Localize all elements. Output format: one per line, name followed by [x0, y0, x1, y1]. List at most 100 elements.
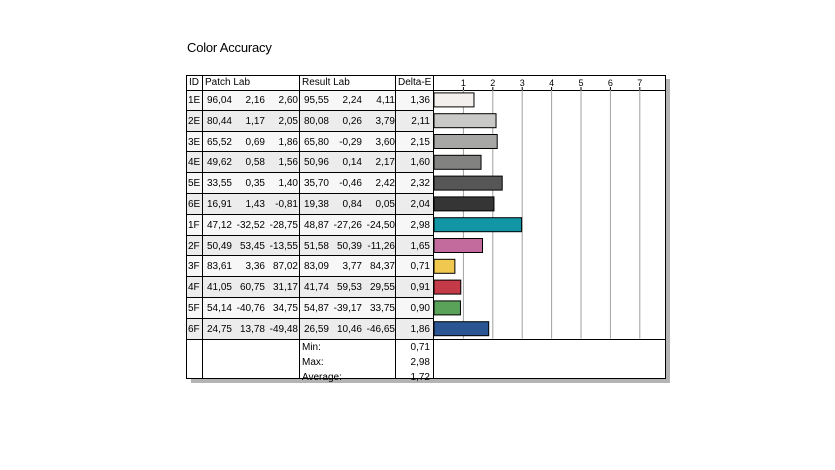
result-lab-value: -46,65: [366, 323, 395, 335]
result-lab-value: 84,37: [369, 261, 395, 273]
result-lab-value: 48,87: [303, 219, 329, 231]
delta-e-value: 2,11: [411, 115, 430, 127]
result-lab-value: -11,26: [367, 240, 395, 252]
delta-e-value: 1,36: [410, 95, 430, 106]
result-lab-value: 26,59: [303, 323, 329, 335]
summary-value: 1,72: [410, 371, 430, 383]
patch-lab-value: 54,14: [206, 303, 232, 314]
result-lab-value: 54,87: [303, 303, 329, 314]
result-lab-value: 2,17: [375, 157, 395, 169]
patch-lab-value: 0,69: [245, 136, 265, 148]
patch-lab-value: 53,45: [239, 240, 265, 252]
delta-e-value: 2,32: [410, 178, 430, 190]
bar-2E: [433, 113, 497, 129]
header-result-lab: Result Lab: [302, 77, 350, 88]
patch-lab-value: 2,16: [245, 95, 265, 106]
row-divider: [187, 338, 434, 340]
patch-lab-value: 33,55: [206, 178, 232, 190]
patch-lab-value: -32,52: [236, 219, 265, 231]
patch-lab-value: 3,36: [245, 261, 265, 273]
patch-lab-value: 13,78: [239, 323, 265, 335]
patch-lab-value: 1,86: [278, 136, 298, 148]
patch-lab-value: 34,75: [272, 303, 298, 314]
result-lab-value: -39,17: [333, 303, 362, 314]
summary-label: Min:: [302, 341, 321, 353]
row-id: 1F: [188, 219, 200, 231]
patch-lab-value: 60,75: [239, 282, 265, 294]
table-row: [187, 214, 434, 236]
patch-lab-value: 96,04: [206, 95, 232, 106]
row-id: 6F: [188, 323, 200, 335]
patch-lab-value: 2,60: [278, 95, 298, 106]
result-lab-value: 4,11: [376, 95, 395, 106]
table-row: [187, 256, 434, 278]
row-divider: [187, 90, 665, 91]
patch-lab-value: 47,12: [206, 219, 232, 231]
row-id: 2E: [188, 115, 201, 127]
result-lab-value: 0,05: [375, 199, 395, 210]
page-title: Color Accuracy: [187, 40, 272, 55]
patch-lab-value: 24,75: [206, 323, 232, 335]
table-row: [187, 194, 434, 215]
bar-4E: [433, 154, 482, 170]
patch-lab-value: 1,43: [245, 199, 265, 210]
result-lab-value: 0,26: [342, 115, 362, 127]
result-lab-value: -24,50: [366, 219, 395, 231]
patch-lab-value: 1,56: [278, 157, 298, 169]
delta-e-value: 1,60: [410, 157, 430, 169]
row-divider: [187, 255, 434, 257]
delta-e-value: 0,71: [410, 261, 430, 273]
bar-1F: [433, 217, 523, 233]
table-row: [187, 318, 434, 340]
row-divider: [434, 338, 665, 340]
row-divider: [187, 276, 434, 278]
row-id: 2F: [188, 240, 200, 252]
delta-e-value: 2,15: [410, 136, 430, 148]
column-divider: [433, 76, 434, 378]
result-lab-value: 50,96: [303, 157, 329, 169]
result-lab-value: 3,60: [375, 136, 395, 148]
table-row: [187, 152, 434, 174]
column-divider: [202, 76, 203, 378]
column-divider: [395, 76, 396, 378]
delta-e-value: 0,90: [410, 303, 430, 314]
result-lab-value: 65,80: [303, 136, 329, 148]
summary-value: 0,71: [410, 341, 430, 353]
result-lab-value: 3,77: [342, 261, 362, 273]
bar-6E: [433, 196, 495, 212]
result-lab-value: 3,79: [375, 115, 395, 127]
bar-1E: [433, 92, 475, 108]
row-id: 3E: [188, 136, 201, 148]
row-id: 5E: [188, 178, 201, 190]
row-id: 4F: [188, 282, 200, 294]
table-row: [187, 173, 434, 194]
delta-e-value: 0,91: [410, 282, 430, 294]
row-id: 6E: [188, 199, 201, 210]
patch-lab-value: 0,58: [245, 157, 265, 169]
result-lab-value: 80,08: [303, 115, 329, 127]
result-lab-value: 33,75: [369, 303, 395, 314]
header-row: [187, 76, 665, 90]
patch-lab-value: 80,44: [206, 115, 232, 127]
row-divider: [187, 172, 434, 174]
row-divider: [187, 130, 434, 132]
table-row: [187, 131, 434, 153]
result-lab-value: 2,42: [375, 178, 395, 190]
bar-3F: [433, 258, 456, 274]
table-row: [187, 298, 434, 319]
delta-e-value: 2,98: [410, 219, 430, 231]
result-lab-value: 0,84: [342, 199, 362, 210]
row-divider: [187, 234, 434, 236]
patch-lab-value: 16,91: [206, 199, 232, 210]
color-accuracy-table: ID Patch Lab Result Lab Delta-E 1E 96,04 2,16 2…: [186, 75, 666, 383]
header-delta-e: Delta-E: [398, 77, 432, 88]
row-id: 1E: [188, 95, 201, 106]
patch-lab-value: 2,05: [278, 115, 298, 127]
summary-label: Max:: [302, 356, 324, 368]
patch-lab-value: 83,61: [206, 261, 232, 273]
row-divider: [187, 193, 434, 194]
delta-e-value: 2,04: [410, 199, 430, 210]
row-divider: [187, 213, 434, 215]
row-divider: [187, 317, 434, 319]
patch-lab-value: 41,05: [206, 282, 232, 294]
